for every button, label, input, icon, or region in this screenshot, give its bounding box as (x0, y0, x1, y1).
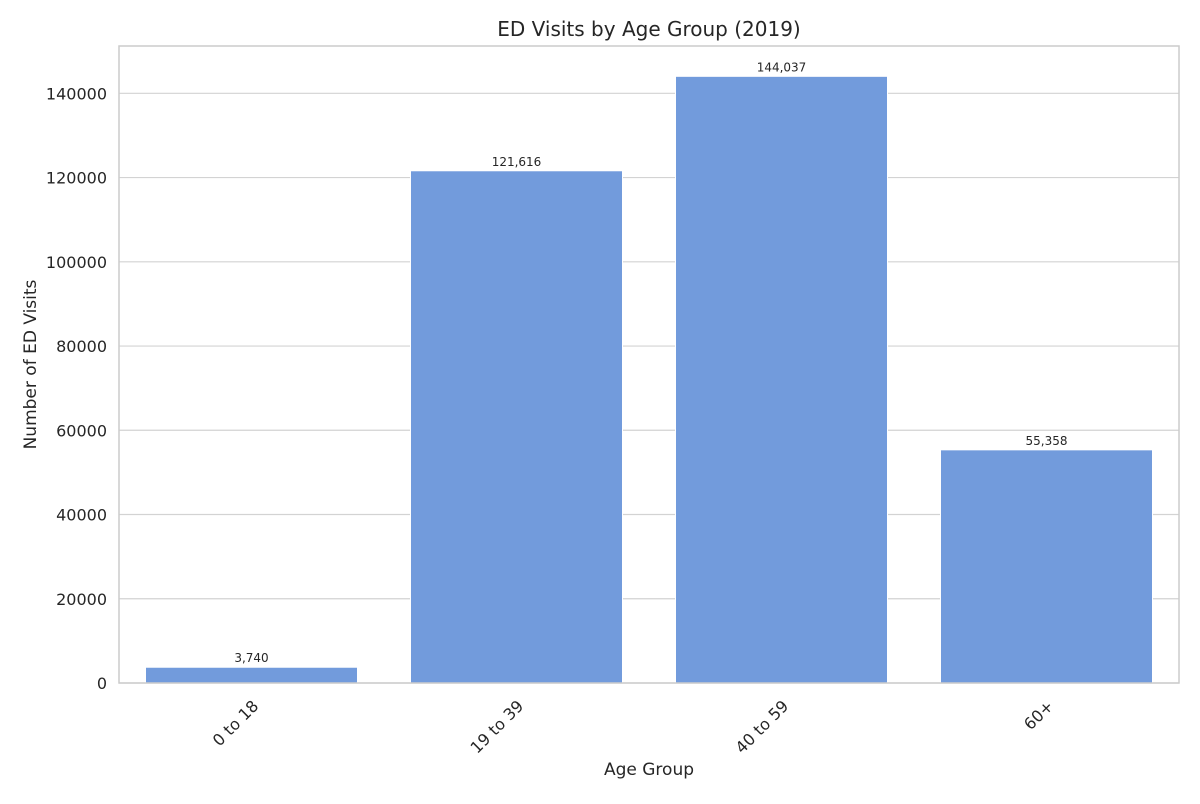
x-tick-label: 40 to 59 (732, 696, 793, 757)
x-tick-label: 60+ (1020, 696, 1057, 733)
bars (145, 75, 1153, 684)
bar-value-label: 144,037 (757, 60, 807, 74)
bar-value-label: 55,358 (1026, 434, 1068, 448)
bar-value-labels: 3,740 121,616 144,037 55,358 (234, 60, 1067, 665)
x-tick-label: 19 to 39 (467, 696, 528, 757)
chart-title: ED Visits by Age Group (2019) (497, 17, 800, 41)
x-tick-labels: 0 to 18 19 to 39 40 to 59 60+ (209, 696, 1058, 757)
x-axis-label: Age Group (604, 760, 694, 780)
y-tick-label: 80000 (56, 337, 107, 356)
y-tick-label: 140000 (46, 84, 107, 103)
bar-value-label: 121,616 (492, 155, 542, 169)
y-tick-label: 0 (97, 674, 107, 693)
bar[interactable] (145, 666, 358, 684)
bar-value-label: 3,740 (234, 651, 268, 665)
y-tick-label: 20000 (56, 590, 107, 609)
bar[interactable] (675, 75, 888, 684)
y-tick-labels: 0 20000 40000 60000 80000 100000 120000 140000 (46, 84, 107, 693)
plot-frame (118, 45, 1180, 684)
y-tick-label: 100000 (46, 253, 107, 272)
y-tick-label: 60000 (56, 421, 107, 440)
y-tick-label: 120000 (46, 169, 107, 188)
y-axis-label: Number of ED Visits (21, 279, 41, 449)
x-tick-label: 0 to 18 (209, 696, 263, 750)
gridlines (119, 92, 1179, 684)
bar[interactable] (940, 449, 1153, 684)
y-tick-label: 40000 (56, 506, 107, 525)
bar[interactable] (410, 170, 623, 684)
